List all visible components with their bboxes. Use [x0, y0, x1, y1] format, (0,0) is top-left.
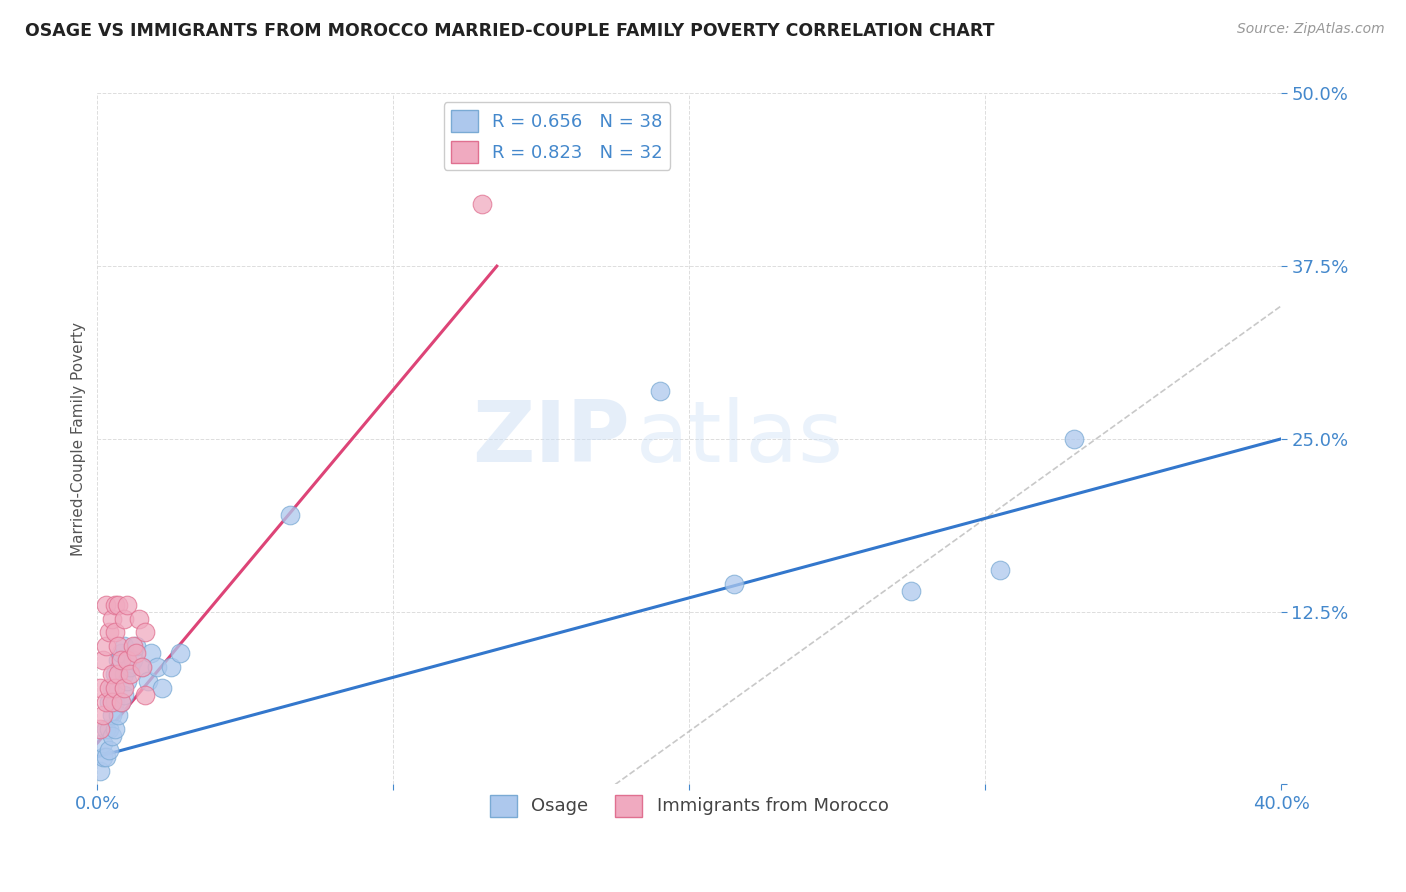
- Point: [107, 666, 129, 681]
- Point: [104, 666, 127, 681]
- Point: [110, 694, 132, 708]
- Point: [118, 660, 141, 674]
- Point: [145, 660, 167, 674]
- Legend: Osage, Immigrants from Morocco: Osage, Immigrants from Morocco: [482, 788, 896, 824]
- Point: [112, 611, 135, 625]
- Point: [110, 694, 132, 708]
- Point: [112, 688, 135, 702]
- Point: [98, 743, 121, 757]
- Point: [125, 639, 148, 653]
- Point: [96, 749, 118, 764]
- Point: [91, 736, 114, 750]
- Point: [101, 708, 124, 723]
- Point: [91, 653, 114, 667]
- Point: [91, 708, 114, 723]
- Point: [89, 681, 111, 695]
- Point: [131, 660, 153, 674]
- Point: [107, 653, 129, 667]
- Point: [115, 653, 138, 667]
- Text: atlas: atlas: [636, 398, 844, 481]
- Point: [152, 681, 174, 695]
- Point: [121, 653, 143, 667]
- Point: [96, 722, 118, 736]
- Point: [988, 563, 1011, 577]
- Point: [101, 666, 124, 681]
- Point: [648, 384, 671, 398]
- Point: [128, 611, 150, 625]
- Point: [96, 598, 118, 612]
- Point: [101, 681, 124, 695]
- Point: [91, 749, 114, 764]
- Point: [118, 666, 141, 681]
- Point: [101, 694, 124, 708]
- Point: [125, 646, 148, 660]
- Y-axis label: Married-Couple Family Poverty: Married-Couple Family Poverty: [72, 322, 86, 556]
- Point: [136, 673, 159, 688]
- Point: [89, 722, 111, 736]
- Point: [139, 646, 162, 660]
- Point: [96, 694, 118, 708]
- Point: [104, 598, 127, 612]
- Point: [104, 694, 127, 708]
- Point: [104, 681, 127, 695]
- Point: [112, 639, 135, 653]
- Point: [131, 660, 153, 674]
- Point: [96, 639, 118, 653]
- Point: [110, 646, 132, 660]
- Point: [471, 197, 494, 211]
- Point: [121, 639, 143, 653]
- Point: [115, 673, 138, 688]
- Point: [98, 625, 121, 640]
- Point: [107, 639, 129, 653]
- Text: ZIP: ZIP: [472, 398, 630, 481]
- Point: [104, 625, 127, 640]
- Point: [110, 653, 132, 667]
- Text: OSAGE VS IMMIGRANTS FROM MOROCCO MARRIED-COUPLE FAMILY POVERTY CORRELATION CHART: OSAGE VS IMMIGRANTS FROM MOROCCO MARRIED…: [25, 22, 995, 40]
- Point: [112, 681, 135, 695]
- Point: [89, 764, 111, 778]
- Point: [98, 722, 121, 736]
- Point: [112, 666, 135, 681]
- Text: Source: ZipAtlas.com: Source: ZipAtlas.com: [1237, 22, 1385, 37]
- Point: [115, 598, 138, 612]
- Point: [98, 694, 121, 708]
- Point: [278, 508, 301, 522]
- Point: [101, 729, 124, 743]
- Point: [900, 583, 922, 598]
- Point: [1063, 432, 1085, 446]
- Point: [134, 688, 156, 702]
- Point: [107, 598, 129, 612]
- Point: [98, 681, 121, 695]
- Point: [107, 708, 129, 723]
- Point: [134, 625, 156, 640]
- Point: [104, 722, 127, 736]
- Point: [160, 660, 183, 674]
- Point: [101, 611, 124, 625]
- Point: [169, 646, 191, 660]
- Point: [723, 577, 745, 591]
